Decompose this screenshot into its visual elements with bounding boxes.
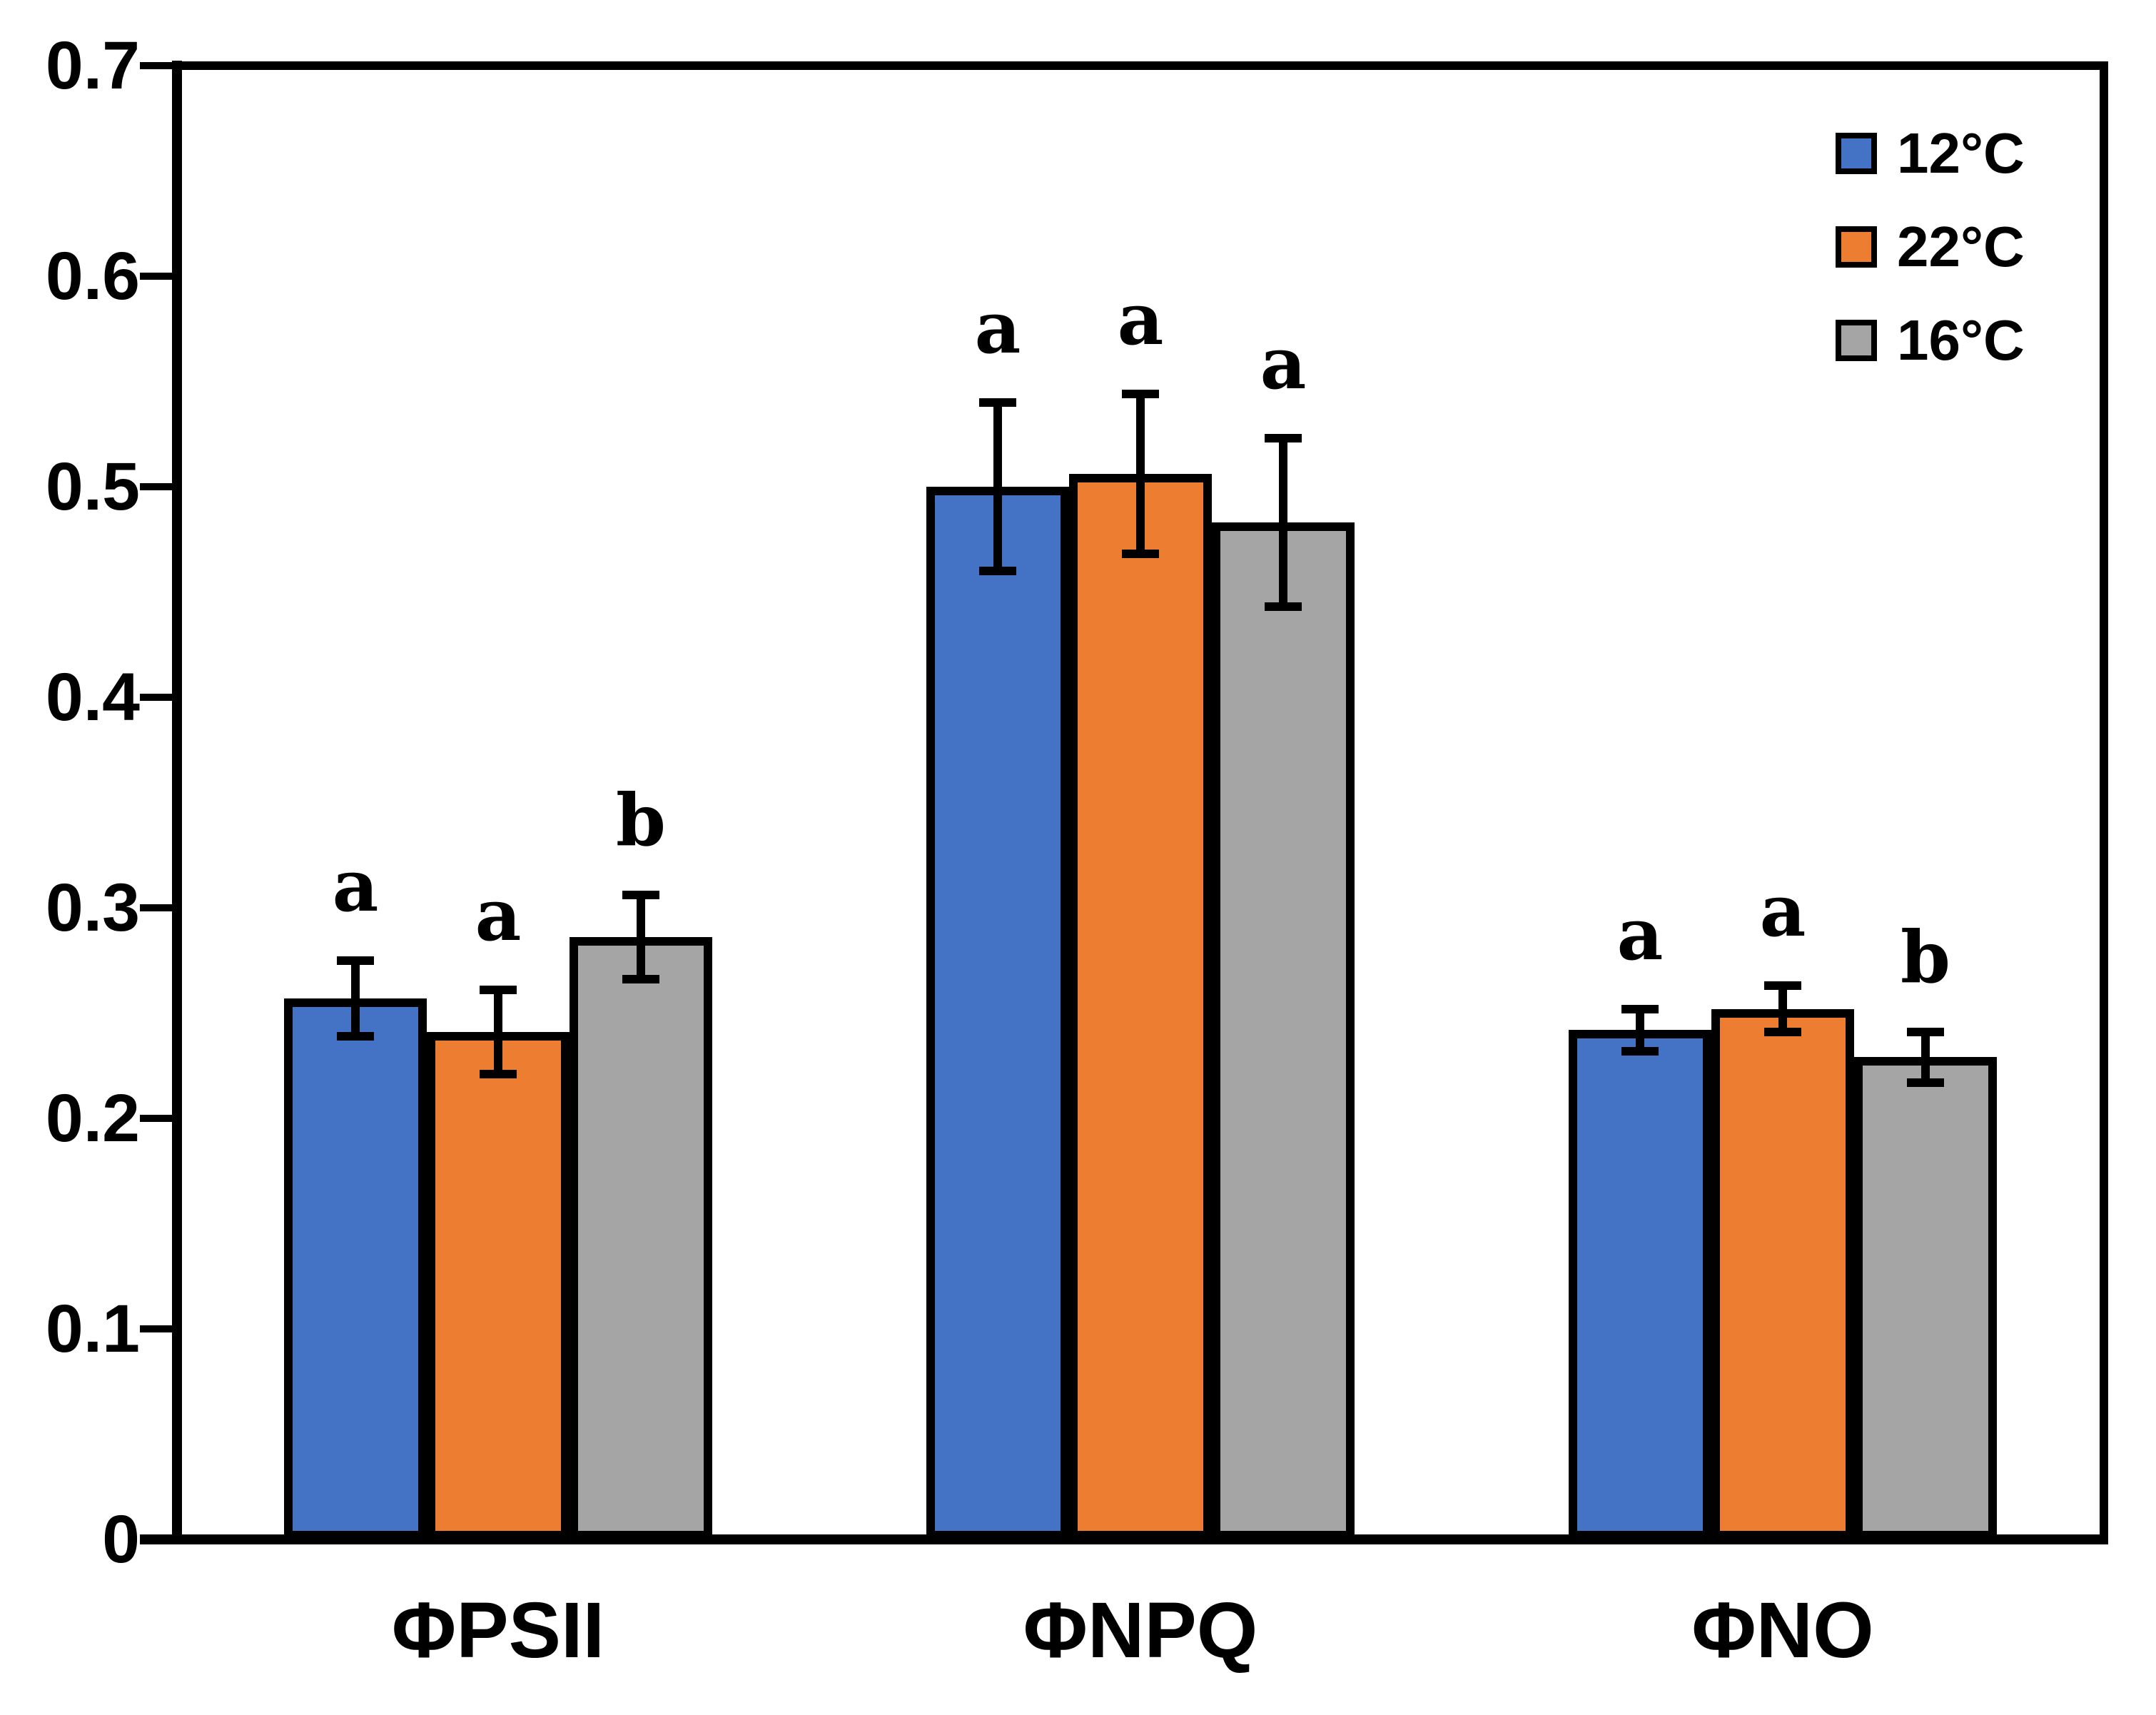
error-bar-cap-top xyxy=(1621,1004,1659,1013)
y-tick xyxy=(140,483,177,490)
error-bar-cap-bottom xyxy=(1907,1078,1944,1087)
error-bar-cap-bottom xyxy=(1265,602,1302,612)
bar-12C-ΦPSII xyxy=(284,998,427,1539)
y-tick-label: 0.7 xyxy=(45,28,140,103)
error-bar xyxy=(1136,394,1145,555)
plot-frame-top xyxy=(177,61,2108,70)
bar-22C-ΦNO xyxy=(1711,1008,1854,1539)
error-bar-cap-top xyxy=(622,891,659,900)
error-bar-cap-bottom xyxy=(1764,1028,1801,1037)
significance-letter: b xyxy=(1901,915,1950,1000)
bar-16C-ΦNO xyxy=(1854,1057,1997,1539)
y-axis-line xyxy=(172,61,182,1544)
error-bar-cap-top xyxy=(480,986,517,995)
error-bar xyxy=(1636,1008,1644,1051)
y-tick xyxy=(140,62,177,69)
y-tick xyxy=(140,273,177,280)
error-bar-cap-top xyxy=(979,398,1016,407)
legend-swatch-16C xyxy=(1836,320,1877,361)
error-bar-cap-bottom xyxy=(480,1070,517,1079)
bar-12C-ΦNPQ xyxy=(926,487,1069,1539)
significance-letter: a xyxy=(1117,277,1164,362)
y-tick-label: 0 xyxy=(102,1502,140,1577)
error-bar-cap-bottom xyxy=(979,567,1016,575)
y-tick-label: 0.1 xyxy=(45,1291,140,1367)
y-tick-label: 0.4 xyxy=(45,659,140,735)
y-tick xyxy=(140,694,177,701)
error-bar-cap-bottom xyxy=(1621,1046,1659,1056)
error-bar xyxy=(351,960,360,1036)
bar-22C-ΦNPQ xyxy=(1069,474,1212,1539)
x-category-label: ΦPSII xyxy=(391,1587,605,1674)
legend-label-22C: 22°C xyxy=(1897,215,2025,278)
significance-letter: a xyxy=(974,285,1021,370)
y-tick-label: 0.2 xyxy=(45,1081,140,1156)
bar-16C-ΦNPQ xyxy=(1212,522,1355,1539)
error-bar-cap-top xyxy=(337,956,374,965)
y-tick-label: 0.3 xyxy=(45,870,140,946)
error-bar-cap-bottom xyxy=(622,975,659,984)
y-tick xyxy=(140,1325,177,1332)
significance-letter: a xyxy=(1260,321,1307,406)
plot-frame-right xyxy=(2100,61,2108,1544)
bar-22C-ΦPSII xyxy=(427,1032,570,1539)
significance-letter: a xyxy=(1759,869,1806,953)
error-bar xyxy=(494,990,502,1075)
error-bar-cap-top xyxy=(1907,1028,1944,1037)
legend-swatch-22C xyxy=(1836,226,1877,268)
error-bar-cap-top xyxy=(1122,390,1159,399)
legend-swatch-12C xyxy=(1836,133,1877,174)
y-tick xyxy=(140,1115,177,1122)
x-category-label: ΦNPQ xyxy=(1023,1587,1258,1674)
x-category-label: ΦNO xyxy=(1691,1587,1874,1674)
y-tick-label: 0.5 xyxy=(45,449,140,525)
legend-label-16C: 16°C xyxy=(1897,308,2025,372)
y-tick-label: 0.6 xyxy=(45,238,140,314)
error-bar-cap-top xyxy=(1265,434,1302,443)
significance-letter: b xyxy=(616,778,666,863)
y-tick xyxy=(140,904,177,911)
y-tick xyxy=(140,1536,177,1543)
error-bar xyxy=(637,895,645,980)
error-bar-cap-bottom xyxy=(1122,550,1159,559)
bar-16C-ΦPSII xyxy=(570,937,712,1539)
error-bar xyxy=(993,403,1002,571)
error-bar xyxy=(1778,986,1787,1033)
significance-letter: a xyxy=(475,873,522,958)
significance-letter: a xyxy=(332,843,379,928)
legend-label-12C: 12°C xyxy=(1897,121,2025,185)
error-bar-cap-top xyxy=(1764,981,1801,991)
error-bar xyxy=(1279,438,1287,607)
error-bar-cap-bottom xyxy=(337,1031,374,1041)
error-bar xyxy=(1921,1032,1930,1083)
significance-letter: a xyxy=(1616,891,1664,976)
bar-12C-ΦNO xyxy=(1569,1030,1711,1539)
